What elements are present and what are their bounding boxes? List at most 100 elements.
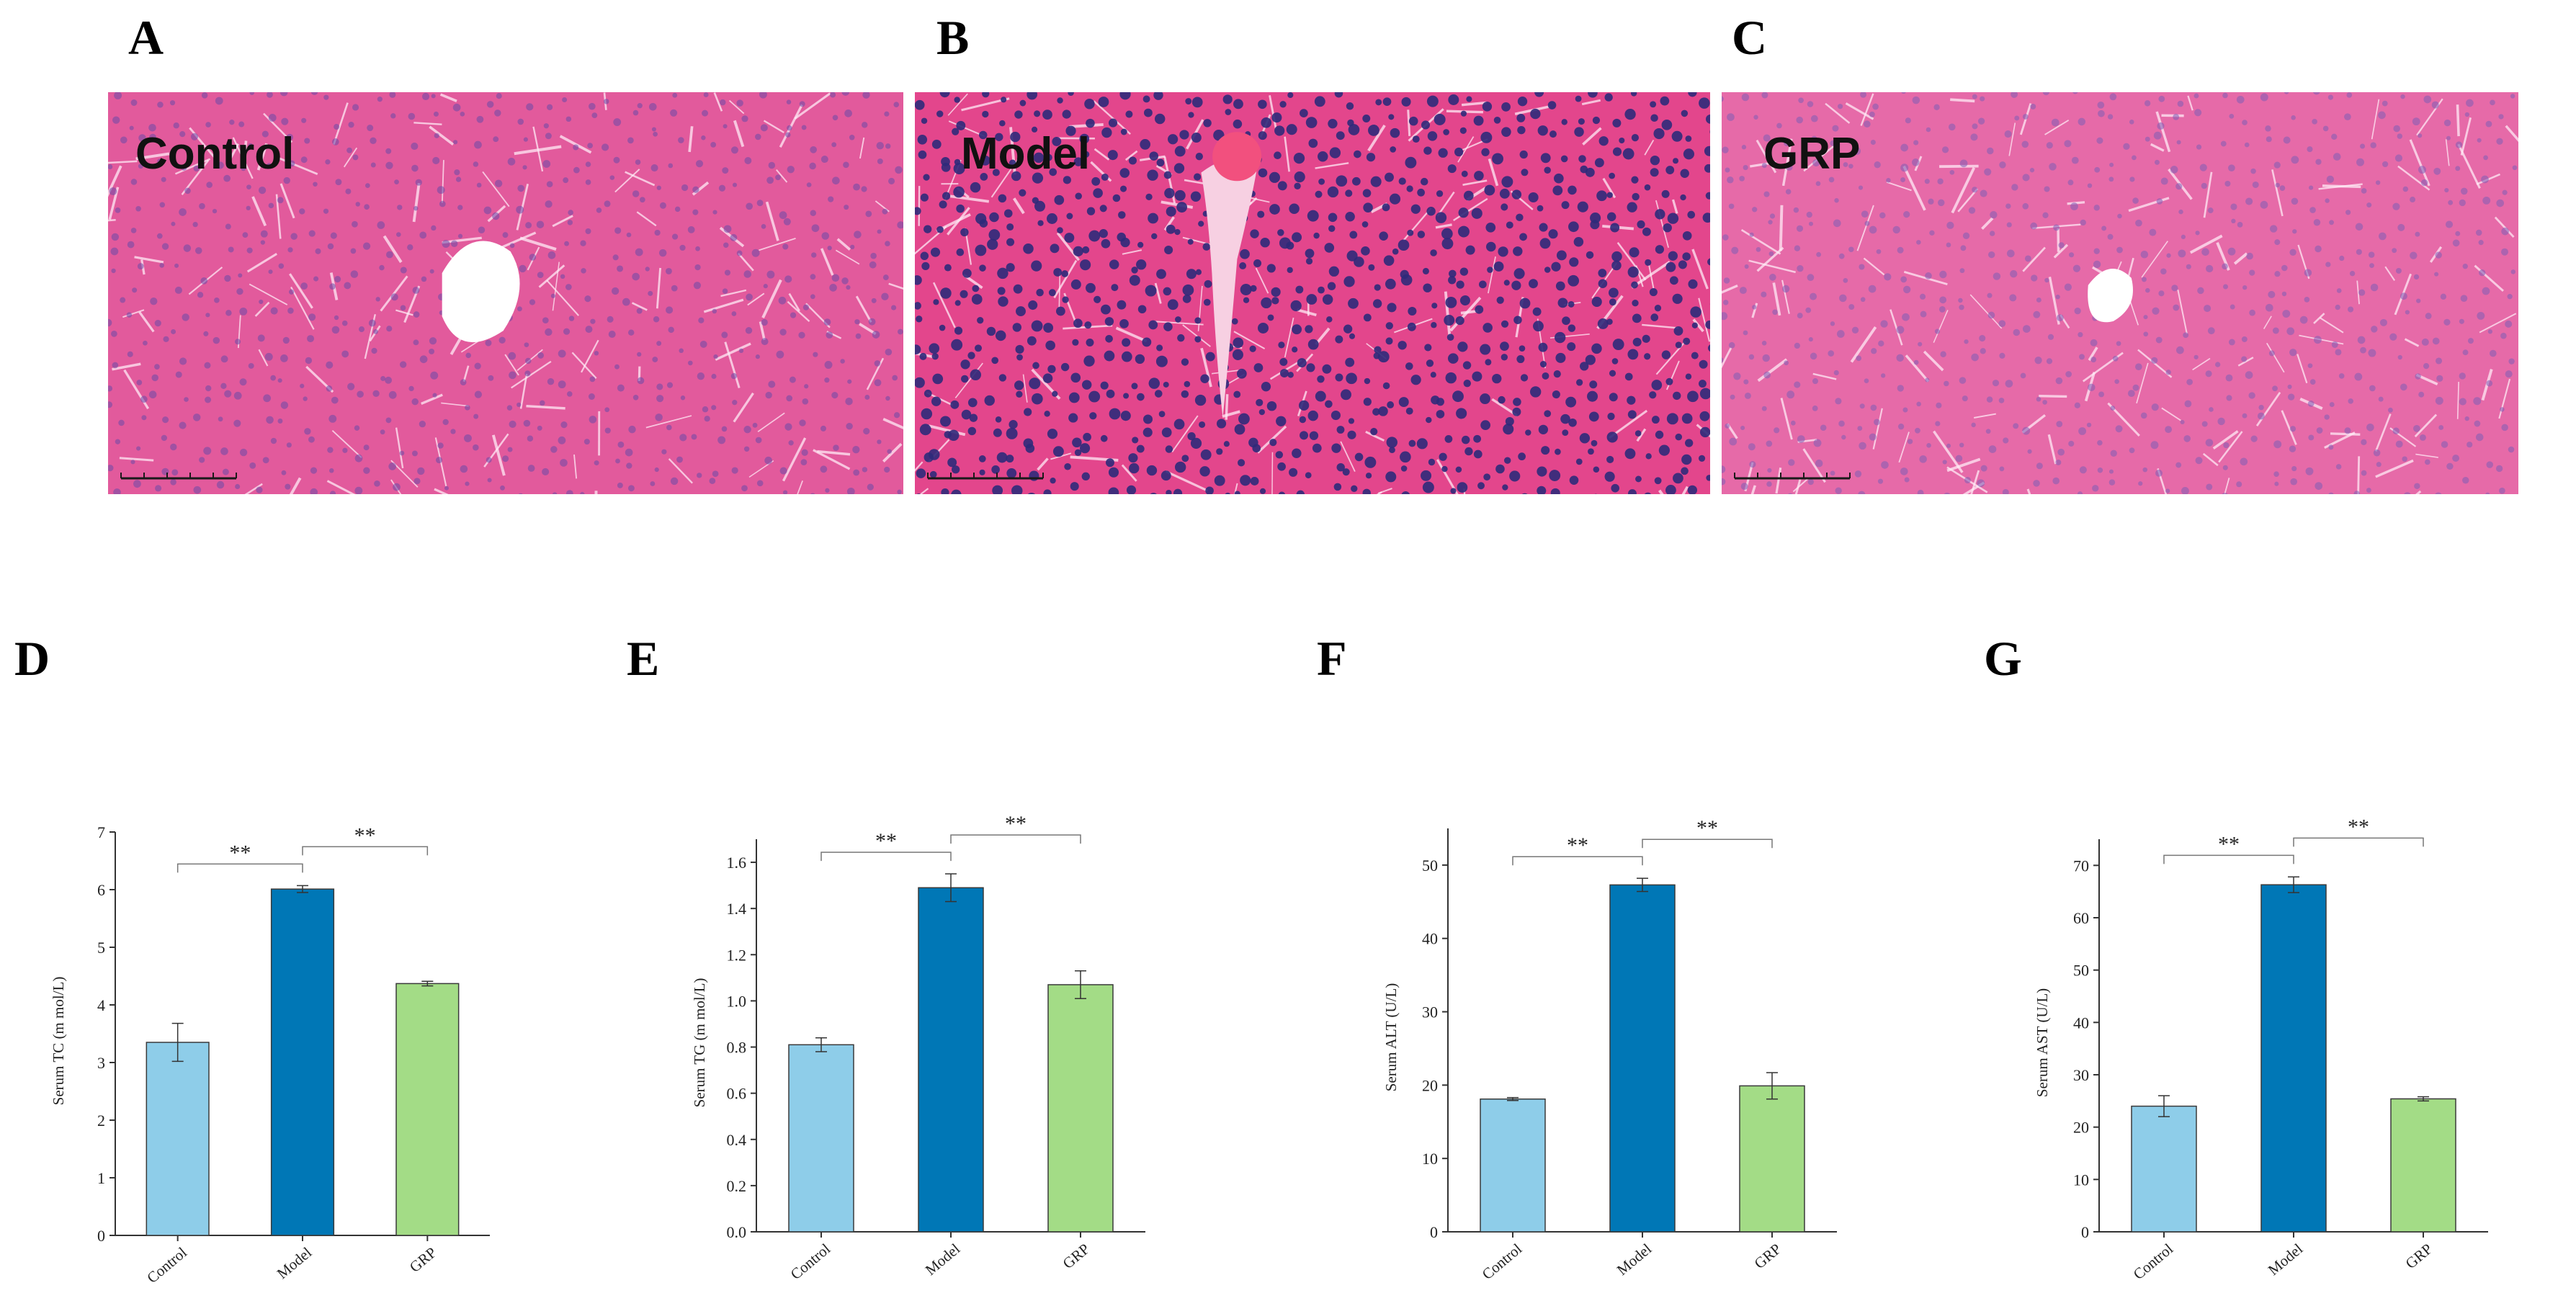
- bar-grp: [395, 983, 460, 1236]
- error-bar-model: [2288, 876, 2299, 893]
- y-tick-label: 1: [97, 1169, 105, 1187]
- central-vein-shape: [1201, 156, 1259, 418]
- y-tick-label: 1.6: [727, 854, 747, 872]
- y-tick-label: 0.6: [727, 1085, 747, 1103]
- x-tick-label-model: Model: [1614, 1240, 1655, 1279]
- significance-label: **: [1005, 812, 1027, 836]
- significance-bracket: **: [1512, 833, 1643, 866]
- y-tick-label: 30: [1422, 1003, 1438, 1021]
- bar-control: [2131, 1105, 2197, 1233]
- x-tick-label-grp: GRP: [1750, 1240, 1784, 1272]
- micrograph-control: Control: [108, 92, 903, 494]
- y-tick-label: 50: [2073, 962, 2089, 980]
- x-tick-label-grp: GRP: [1059, 1240, 1093, 1272]
- x-tick-label-grp: GRP: [406, 1243, 440, 1276]
- y-tick-label: 0: [97, 1227, 105, 1245]
- significance-bracket: **: [1642, 816, 1773, 849]
- error-bar-grp: [1075, 970, 1086, 999]
- significance-label: **: [875, 829, 897, 853]
- error-bar-grp: [2418, 1096, 2429, 1102]
- micrograph-grp: GRP: [1722, 92, 2518, 494]
- significance-label: **: [2218, 832, 2240, 856]
- tissue-texture: [108, 92, 903, 494]
- x-tick-label-model: Model: [274, 1243, 316, 1282]
- bar-control: [146, 1042, 210, 1236]
- y-tick-label: 5: [97, 939, 105, 957]
- x-tick-label-control: Control: [787, 1240, 834, 1283]
- significance-label: **: [2348, 815, 2369, 838]
- y-tick-label: 0.2: [727, 1177, 747, 1195]
- y-tick-label: 40: [2073, 1014, 2089, 1032]
- error-bar-model: [1637, 877, 1648, 893]
- y-tick-label: 70: [2073, 856, 2089, 875]
- error-bar-control: [171, 1022, 184, 1063]
- significance-bracket: **: [176, 841, 303, 873]
- error-bar-control: [1507, 1096, 1519, 1101]
- x-tick-label-control: Control: [143, 1243, 190, 1287]
- error-bar-control: [815, 1037, 827, 1052]
- bar-grp: [1047, 984, 1114, 1233]
- micrograph-control-label: Control: [135, 129, 295, 179]
- significance-label: **: [1696, 816, 1718, 840]
- y-tick-label: 30: [2073, 1066, 2089, 1084]
- y-tick-label: 20: [1422, 1076, 1438, 1094]
- bar-model: [2260, 884, 2327, 1233]
- y-tick-label: 0.4: [727, 1131, 747, 1149]
- x-tick-label-model: Model: [922, 1240, 964, 1279]
- bar-control: [1480, 1098, 1546, 1233]
- x-tick-label-control: Control: [2130, 1240, 2177, 1283]
- bar-model: [270, 888, 335, 1236]
- panel-label-g: G: [1984, 631, 2022, 686]
- scale-bar: [927, 473, 1044, 480]
- panel-label-f: F: [1317, 631, 1347, 686]
- y-tick-label: 20: [2073, 1119, 2089, 1137]
- panel-label-b: B: [936, 10, 970, 65]
- y-tick-label: 7: [97, 823, 105, 841]
- y-tick-label: 40: [1422, 930, 1438, 948]
- significance-label: **: [354, 823, 376, 847]
- y-tick-label: 6: [97, 881, 105, 899]
- significance-bracket: **: [950, 812, 1081, 844]
- micrograph-model: Model: [915, 92, 1710, 494]
- significance-bracket: **: [820, 829, 952, 862]
- y-tick-label: 0.8: [727, 1039, 747, 1057]
- bar-grp: [2390, 1098, 2456, 1233]
- scale-bar: [1734, 473, 1851, 480]
- x-tick-label-model: Model: [2265, 1240, 2307, 1279]
- micrograph-model-label: Model: [961, 129, 1091, 179]
- panel-label-e: E: [627, 631, 660, 686]
- y-axis-label: Serum ALT (U/L): [1382, 983, 1400, 1092]
- y-tick-label: 0.0: [727, 1223, 747, 1241]
- y-tick-label: 1.0: [727, 992, 747, 1010]
- y-tick-label: 3: [97, 1054, 105, 1072]
- bar-model: [918, 887, 984, 1233]
- error-bar-model: [297, 885, 308, 893]
- y-tick-label: 0: [1430, 1223, 1438, 1241]
- y-tick-label: 2: [97, 1112, 105, 1130]
- micrograph-grp-label: GRP: [1763, 129, 1861, 179]
- x-tick-label-control: Control: [1479, 1240, 1526, 1283]
- central-vein-shape: [442, 241, 520, 343]
- panel-label-a: A: [128, 10, 164, 65]
- tissue-texture: [1722, 92, 2518, 494]
- x-tick-label-grp: GRP: [2402, 1240, 2436, 1272]
- central-vein-shape: [2088, 268, 2133, 323]
- y-axis-label: Serum TG (m mol/L): [691, 978, 708, 1108]
- micrograph-grp-image: [1722, 92, 2518, 494]
- bar-control: [788, 1044, 854, 1233]
- y-tick-label: 10: [2073, 1171, 2089, 1189]
- scale-bar: [120, 473, 237, 480]
- y-tick-label: 10: [1422, 1150, 1438, 1168]
- significance-bracket: **: [2163, 832, 2294, 864]
- bar-model: [1609, 884, 1676, 1233]
- micrograph-model-image: [915, 92, 1710, 494]
- significance-bracket: **: [302, 823, 429, 856]
- error-bar-model: [945, 873, 957, 903]
- error-bar-control: [2158, 1095, 2170, 1117]
- significance-label: **: [1567, 833, 1588, 857]
- y-tick-label: 60: [2073, 909, 2089, 927]
- y-axis-label: Serum AST (U/L): [2034, 988, 2051, 1097]
- panel-label-c: C: [1732, 10, 1768, 65]
- y-axis-label: Serum TC (m mol/L): [50, 977, 67, 1106]
- blood-clot-shape: [1212, 132, 1262, 182]
